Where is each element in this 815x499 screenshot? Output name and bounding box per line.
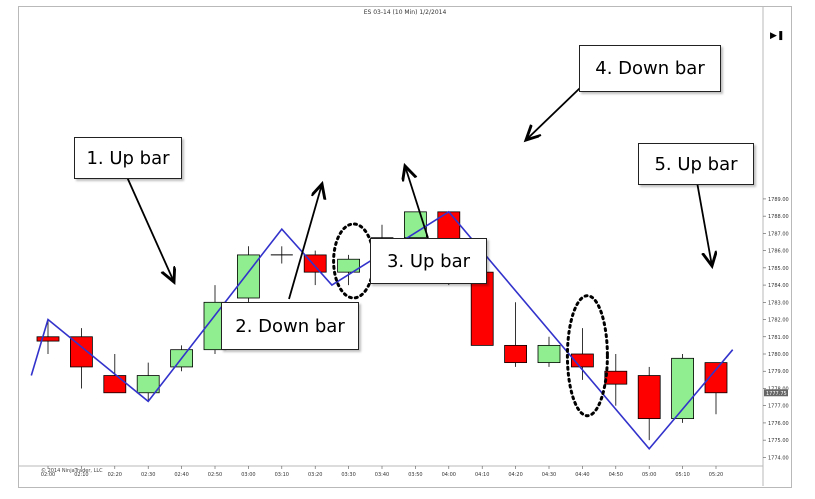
x-tick-label: 02:00	[41, 472, 55, 478]
candle-body-down	[103, 375, 127, 394]
x-tick-label: 03:20	[308, 472, 322, 478]
x-tick-label: 05:00	[642, 472, 656, 478]
x-tick-label: 02:20	[108, 472, 122, 478]
callout-label: 5. Up bar	[654, 153, 738, 175]
x-tick-label: 03:30	[341, 472, 355, 478]
x-tick-label: 04:00	[442, 472, 456, 478]
x-tick-label: 02:10	[74, 472, 88, 478]
y-tick-label: 1779.00	[768, 369, 789, 375]
x-tick-label: 02:50	[208, 472, 222, 478]
highlight-oval	[565, 294, 609, 418]
x-tick-label: 05:20	[709, 472, 723, 478]
callout-label: 3. Up bar	[386, 250, 471, 272]
y-tick-label: 1785.00	[768, 266, 789, 272]
y-tick-label: 1774.00	[768, 455, 789, 461]
zigzag-line	[30, 210, 734, 451]
callout-arrow	[288, 184, 322, 300]
x-tick-label: 04:40	[575, 472, 589, 478]
play-icon[interactable]: ▶❚	[770, 31, 785, 41]
chart-title: ES 03-14 (10 Min) 1/2/2014	[363, 9, 447, 16]
candle-body-down	[704, 362, 728, 394]
callout-label: 4. Down bar	[595, 58, 705, 79]
current-price-marker	[764, 389, 788, 397]
y-tick-label: 1775.00	[768, 438, 789, 444]
callout-up-bar-3: 3. Up bar	[370, 238, 487, 284]
y-tick-label: 1787.00	[768, 231, 789, 237]
x-tick-label: 03:00	[241, 472, 255, 478]
candle-body-down	[36, 336, 60, 342]
x-tick-label: 05:10	[675, 472, 689, 478]
candle-body-up	[537, 344, 561, 364]
x-tick-label: 04:30	[542, 472, 556, 478]
y-tick-label: 1781.00	[768, 335, 789, 341]
candle-body-up	[337, 258, 361, 273]
candle-body-down	[604, 370, 628, 385]
candle-body-down	[637, 375, 661, 420]
candle-body-down	[70, 336, 93, 368]
callout-arrow	[526, 87, 581, 140]
x-tick-label: 02:40	[174, 472, 188, 478]
candle-body-up	[136, 375, 160, 394]
y-tick-label: 1782.00	[768, 318, 789, 324]
current-price-label: 1777.75	[766, 391, 787, 397]
x-tick-label: 04:50	[609, 472, 623, 478]
x-tick-label: 04:10	[475, 472, 489, 478]
callout-arrow	[696, 181, 712, 266]
callout-up-bar-5: 5. Up bar	[638, 143, 754, 185]
y-tick-label: 1789.00	[768, 197, 789, 203]
x-tick-label: 03:50	[408, 472, 422, 478]
x-tick-label: 02:30	[141, 472, 155, 478]
y-tick-label: 1788.00	[768, 214, 789, 220]
callout-up-bar-1: 1. Up bar	[74, 137, 182, 179]
y-tick-label: 1777.00	[768, 404, 789, 410]
x-tick-label: 04:20	[508, 472, 522, 478]
callout-label: 2. Down bar	[235, 315, 345, 337]
callout-down-bar-2: 2. Down bar	[221, 302, 359, 350]
candle-body-down	[504, 344, 528, 364]
copyright-text: © 2014 NinjaTrader, LLC	[41, 468, 103, 474]
callout-arrow	[405, 166, 429, 239]
y-tick-label: 1783.00	[768, 300, 789, 306]
y-tick-label: 1786.00	[768, 249, 789, 255]
callout-arrow	[126, 176, 174, 282]
y-tick-label: 1784.00	[768, 283, 789, 289]
callout-label: 1. Up bar	[86, 147, 170, 169]
y-tick-label: 1780.00	[768, 352, 789, 358]
x-tick-label: 03:10	[275, 472, 289, 478]
x-tick-label: 03:40	[375, 472, 389, 478]
y-tick-label: 1776.00	[768, 421, 789, 427]
callout-down-bar-4: 4. Down bar	[579, 45, 721, 92]
